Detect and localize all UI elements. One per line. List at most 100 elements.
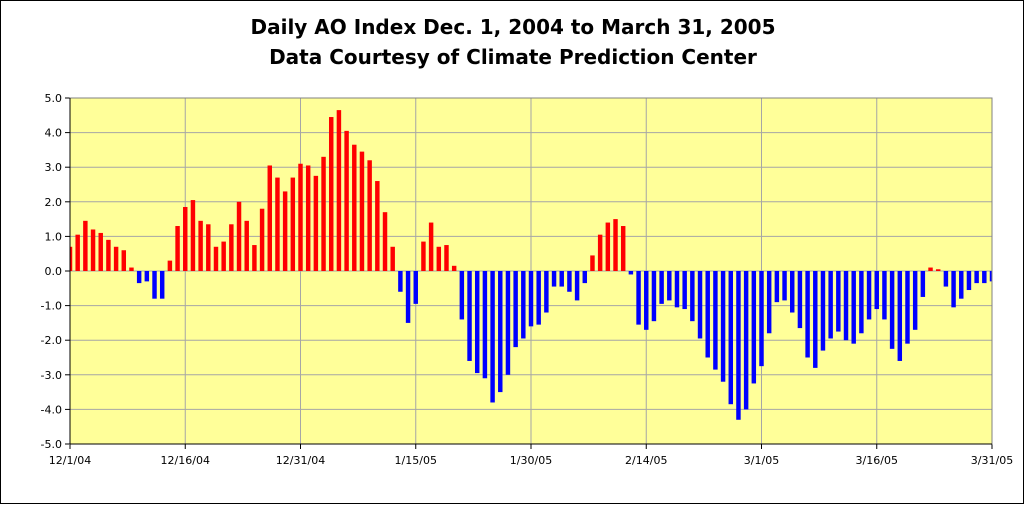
x-tick-label: 1/30/05 [510, 454, 552, 467]
bar [344, 130, 349, 271]
bar [736, 271, 741, 420]
bar [459, 271, 465, 320]
bar [329, 117, 334, 271]
chart-subtitle: Data Courtesy of Climate Prediction Cent… [269, 45, 757, 69]
bar [451, 265, 457, 271]
bar [674, 271, 680, 308]
bar [989, 271, 992, 282]
bar [206, 224, 211, 271]
x-tick-label: 12/1/04 [49, 454, 91, 467]
bar [713, 271, 718, 370]
bar [743, 271, 749, 410]
bar [935, 269, 941, 271]
bar [183, 206, 188, 271]
bar [221, 241, 226, 271]
bar [866, 271, 872, 320]
bar [298, 163, 303, 271]
bars [70, 110, 992, 420]
bar [966, 271, 972, 291]
x-tick-label: 3/1/05 [744, 454, 779, 467]
bar [259, 208, 265, 271]
bar [275, 177, 280, 271]
bar [444, 245, 449, 271]
bar [321, 156, 326, 271]
bar [636, 271, 641, 325]
bar [528, 271, 534, 327]
bar [920, 271, 926, 297]
bar [413, 271, 418, 304]
bar [490, 271, 495, 403]
bar [159, 271, 165, 299]
x-tick-label: 12/31/04 [276, 454, 325, 467]
bar [129, 267, 134, 271]
bar [198, 220, 203, 271]
bar [805, 271, 810, 358]
bar [482, 271, 488, 379]
bar [705, 271, 710, 358]
bar [905, 271, 910, 344]
bar [405, 271, 411, 323]
y-axis-labels: 5.0 4.0 3.0 2.0 1.0 0.0 -1.0 -2.0 -3.0 -4.0 -5.0 [41, 92, 62, 451]
y-tick-label: 5.0 [45, 92, 63, 105]
bar [889, 271, 895, 349]
bar [536, 271, 541, 325]
bar [651, 271, 657, 322]
y-tick-label: 2.0 [45, 196, 63, 209]
x-axis-labels: 12/1/04 12/16/04 12/31/04 1/15/05 1/30/05 2/1… [49, 454, 1013, 467]
bar [690, 271, 695, 322]
bar [521, 271, 526, 339]
bar [620, 226, 626, 271]
bar [574, 271, 580, 301]
y-tick-label: -3.0 [41, 369, 62, 382]
bar [190, 200, 196, 271]
bar [513, 271, 518, 348]
bar [282, 191, 288, 271]
bar [659, 271, 664, 304]
bar [644, 271, 649, 330]
bar [390, 246, 395, 271]
bar [974, 271, 979, 284]
bar [551, 271, 557, 287]
bar [912, 271, 918, 330]
bar [428, 222, 434, 271]
bar [267, 165, 272, 271]
y-tick-label: -4.0 [41, 403, 62, 416]
bar [766, 271, 772, 334]
bar [559, 271, 564, 287]
axes [65, 97, 993, 449]
bar [83, 220, 88, 271]
bar [751, 271, 757, 384]
bar [797, 271, 803, 329]
y-tick-label: 3.0 [45, 161, 63, 174]
bar [398, 271, 403, 292]
bar [836, 271, 841, 332]
bar [951, 271, 956, 308]
bar [682, 271, 687, 310]
bar [359, 151, 365, 271]
bar [474, 271, 480, 374]
bar [828, 271, 833, 339]
bar [667, 271, 672, 301]
bar [928, 267, 933, 271]
bar [590, 255, 595, 271]
bar [567, 271, 572, 292]
y-tick-label: -2.0 [41, 334, 62, 347]
bar [720, 271, 726, 382]
x-tick-label: 1/15/05 [395, 454, 437, 467]
bar [467, 271, 472, 361]
bar [352, 144, 357, 271]
y-tick-label: -1.0 [41, 300, 62, 313]
chart-title: Daily AO Index Dec. 1, 2004 to March 31,… [251, 15, 776, 39]
bar [605, 222, 611, 271]
bar [70, 246, 73, 271]
bar [113, 246, 119, 271]
bar [290, 177, 296, 271]
bar [897, 271, 903, 361]
bar [498, 271, 503, 393]
x-tick-label: 3/31/05 [971, 454, 1013, 467]
bar [229, 224, 234, 271]
bar [75, 234, 80, 271]
bar [959, 271, 964, 299]
y-tick-label: 1.0 [45, 230, 63, 243]
bar [882, 271, 887, 320]
